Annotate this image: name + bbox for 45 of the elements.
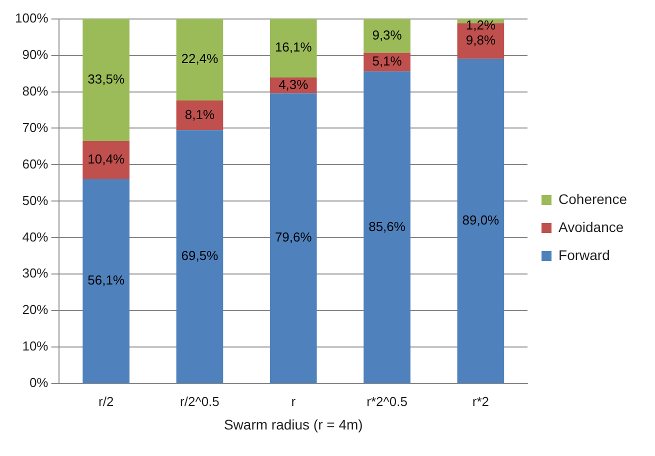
x-tick-label: r bbox=[291, 394, 296, 409]
legend-label: Coherence bbox=[558, 190, 628, 207]
y-tick-label: 40% bbox=[22, 229, 49, 244]
x-tick-label: r*2 bbox=[472, 394, 489, 409]
bar bbox=[270, 18, 317, 78]
y-tick-label: 80% bbox=[22, 83, 49, 98]
bar bbox=[176, 100, 224, 130]
bar bbox=[176, 18, 224, 101]
y-tick-label: 70% bbox=[22, 120, 49, 135]
y-tick-label: 20% bbox=[22, 302, 49, 318]
legend-label: Forward bbox=[558, 246, 610, 263]
data-label: 69,5% bbox=[181, 248, 219, 264]
data-label: 22,4% bbox=[181, 51, 219, 66]
data-label: 79,6% bbox=[274, 230, 312, 245]
x-tick-label: r/2 bbox=[98, 394, 114, 409]
x-tick-label: r/2^0.5 bbox=[180, 394, 220, 409]
y-tick-label: 90% bbox=[22, 46, 49, 62]
data-label: 16,1% bbox=[274, 40, 312, 55]
y-tick-label: 100% bbox=[15, 10, 49, 26]
x-axis-title: Swarm radius (r = 4m) bbox=[224, 416, 363, 432]
data-label: 89,0% bbox=[462, 212, 500, 228]
bar bbox=[82, 178, 130, 384]
y-tick-label: 10% bbox=[22, 338, 49, 354]
bar bbox=[176, 130, 224, 384]
data-label: 4,3% bbox=[278, 76, 309, 92]
data-label: 85,6% bbox=[368, 218, 406, 234]
y-tick-label: 50% bbox=[22, 192, 49, 208]
legend-label: Avoidance bbox=[558, 218, 624, 235]
y-tick-label: 60% bbox=[22, 156, 49, 172]
data-label: 8,1% bbox=[184, 106, 215, 122]
x-tick-label: r*2^0.5 bbox=[366, 394, 408, 409]
y-tick-label: 30% bbox=[22, 266, 49, 281]
data-label: 9,3% bbox=[372, 27, 402, 42]
bar bbox=[457, 58, 504, 384]
bar bbox=[82, 18, 130, 142]
data-label: 9,8% bbox=[466, 32, 496, 48]
data-label: 56,1% bbox=[88, 272, 125, 288]
bar bbox=[364, 18, 410, 53]
data-label: 10,4% bbox=[88, 152, 125, 167]
data-label: 33,5% bbox=[88, 71, 125, 86]
bar bbox=[270, 93, 317, 384]
bar bbox=[364, 71, 410, 384]
data-label: 5,1% bbox=[372, 54, 402, 69]
bar bbox=[82, 141, 130, 179]
y-tick-label: 0% bbox=[29, 375, 49, 390]
